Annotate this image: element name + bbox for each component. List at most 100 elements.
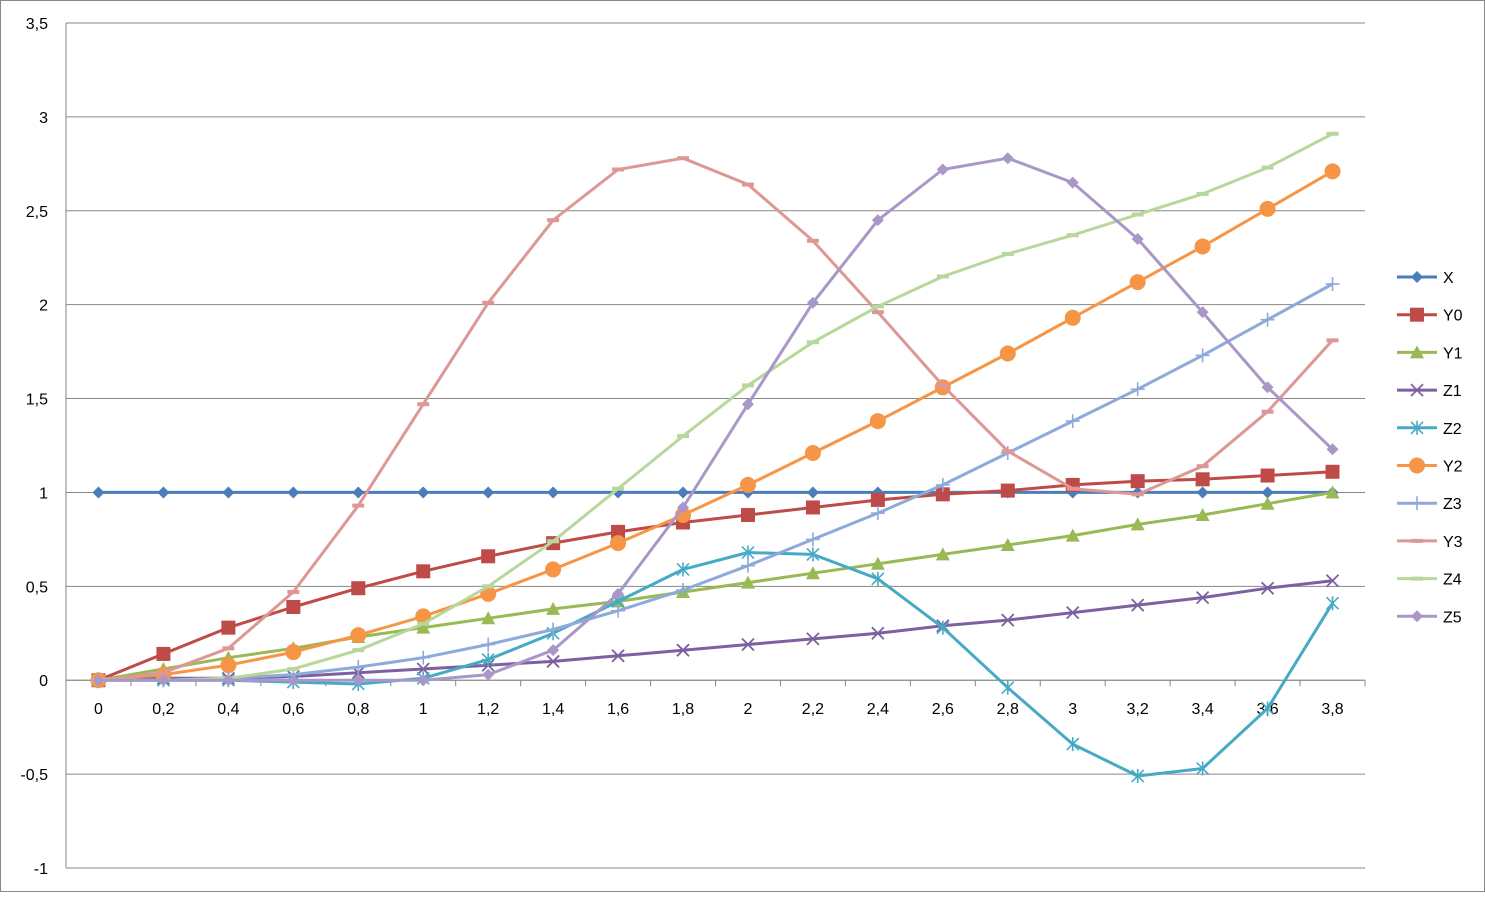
dash-marker <box>1261 409 1274 414</box>
series-line <box>97 156 1334 682</box>
dash-marker <box>1131 492 1144 497</box>
diamond-marker <box>806 486 819 499</box>
star-marker <box>676 562 690 577</box>
square-marker <box>1260 468 1275 483</box>
x-tick-label: 2 <box>744 701 753 718</box>
legend-label: Z4 <box>1443 572 1462 589</box>
legend-item: Z4 <box>1397 572 1462 589</box>
diamond-marker <box>741 398 754 411</box>
diamond-marker <box>482 668 495 681</box>
legend: X Y0 Y1 Z1 Z2 Y2 Z3 Y3 Z4 Z5 <box>1397 270 1463 626</box>
triangle-marker <box>1195 507 1210 521</box>
x-marker <box>1195 590 1210 605</box>
circle-marker <box>869 413 886 430</box>
y-tick-label: 0 <box>39 673 48 690</box>
triangle-marker <box>870 556 885 570</box>
diamond-marker <box>352 486 365 499</box>
triangle-marker <box>1130 517 1145 531</box>
plus-marker <box>676 583 691 598</box>
x-tick-label: 1,8 <box>672 701 694 718</box>
dash-marker <box>1326 131 1339 136</box>
diamond-marker <box>871 214 884 227</box>
square-marker <box>1325 464 1340 479</box>
diamond-marker <box>157 486 170 499</box>
legend-label: Z2 <box>1443 421 1462 438</box>
circle-marker <box>1129 274 1146 291</box>
diamond-marker <box>352 674 365 687</box>
dash-marker <box>287 589 300 594</box>
diamond-marker <box>1066 176 1079 189</box>
star-marker <box>1410 420 1424 435</box>
series-line <box>97 579 1334 682</box>
dash-marker <box>352 503 365 508</box>
legend-item: Y0 <box>1397 307 1463 325</box>
diamond-marker <box>287 486 300 499</box>
y-tick-label: 3,5 <box>26 16 48 33</box>
legend-item: Z5 <box>1397 609 1462 626</box>
diamond-marker <box>677 501 690 514</box>
triangle-marker <box>546 601 561 615</box>
square-marker <box>805 500 820 515</box>
triangle-marker <box>935 547 950 561</box>
dash-marker <box>741 182 754 187</box>
legend-label: Z1 <box>1443 383 1462 400</box>
y-tick-label: 3 <box>39 110 48 127</box>
square-marker <box>1130 474 1145 489</box>
dash-marker <box>871 304 884 309</box>
diamond-marker <box>612 587 625 600</box>
diamond-marker <box>1411 271 1423 283</box>
dash-marker <box>482 584 495 589</box>
star-marker <box>1066 737 1080 752</box>
square-marker <box>1410 307 1424 322</box>
x-tick-label: 2,8 <box>997 701 1019 718</box>
star-marker <box>1131 768 1145 783</box>
triangle-marker <box>1325 485 1340 499</box>
dash-marker <box>1066 486 1079 491</box>
series-y2 <box>90 163 1341 689</box>
x-tick-label: 2,2 <box>802 701 824 718</box>
diamond-marker <box>417 486 430 499</box>
dash-marker <box>287 666 300 671</box>
dash-marker <box>1326 338 1339 343</box>
series-line <box>97 551 1334 778</box>
series-y3 <box>92 156 1339 683</box>
star-marker <box>1001 680 1015 695</box>
diamond-marker <box>1196 306 1209 319</box>
dash-marker <box>1411 538 1423 543</box>
circle-marker <box>545 561 562 578</box>
star-marker <box>806 547 820 562</box>
series-z4 <box>92 131 1339 683</box>
square-marker <box>156 646 171 661</box>
series-line <box>97 169 1334 682</box>
square-marker <box>221 620 236 635</box>
circle-marker <box>350 627 367 644</box>
square-marker <box>870 492 885 507</box>
x-tick-label: 0,8 <box>347 701 369 718</box>
y-tick-label: 1 <box>39 485 48 502</box>
dash-marker <box>222 646 235 651</box>
x-tick-label: 1,6 <box>607 701 629 718</box>
dash-marker <box>677 434 690 439</box>
dash-marker <box>936 274 949 279</box>
legend-label: Y1 <box>1443 345 1463 362</box>
series <box>90 131 1341 783</box>
x-marker <box>806 632 820 646</box>
circle-marker <box>610 535 627 552</box>
x-marker <box>546 654 560 669</box>
x-tick-label: 0 <box>94 701 103 718</box>
plus-marker <box>481 637 496 652</box>
square-marker <box>1195 472 1210 487</box>
x-tick-label: 3,4 <box>1192 701 1214 718</box>
circle-marker <box>1324 163 1341 180</box>
diamond-marker <box>1196 486 1209 499</box>
diamond-marker <box>417 674 430 687</box>
legend-item: Y3 <box>1397 534 1463 551</box>
plus-marker <box>1065 414 1080 429</box>
plus-marker <box>1325 277 1340 292</box>
dash-marker <box>677 156 690 161</box>
diamond-marker <box>806 296 819 309</box>
dash-marker <box>806 340 819 345</box>
dash-marker <box>1001 251 1014 256</box>
legend-label: Y2 <box>1443 459 1463 476</box>
